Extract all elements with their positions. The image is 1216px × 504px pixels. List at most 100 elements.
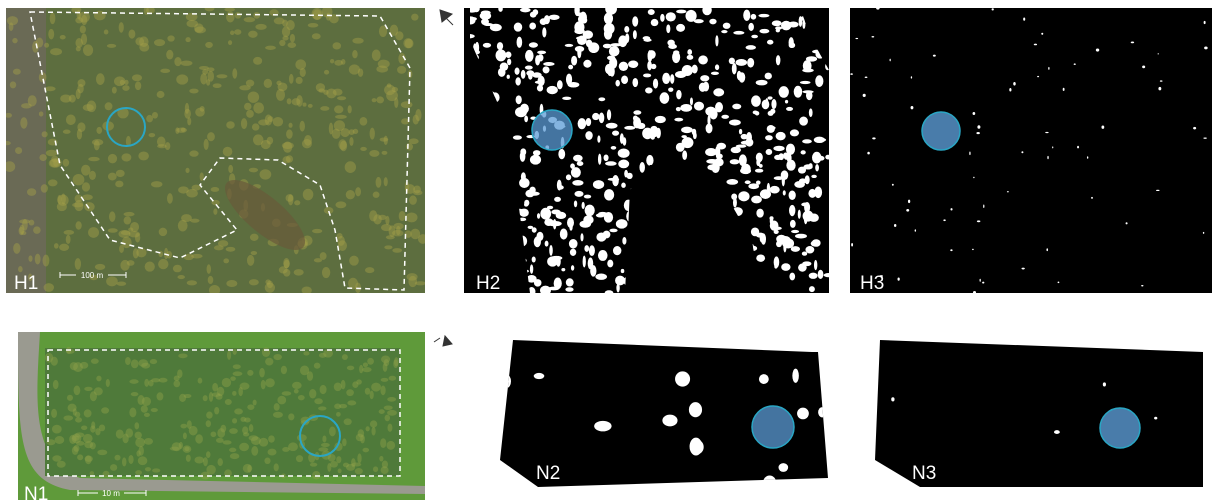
texture xyxy=(342,438,346,446)
texture xyxy=(274,403,280,411)
texture xyxy=(21,231,26,235)
texture xyxy=(81,425,87,430)
texture xyxy=(294,269,304,276)
texture xyxy=(29,220,35,226)
texture xyxy=(386,90,398,101)
texture xyxy=(225,399,232,405)
blob xyxy=(566,174,571,180)
texture xyxy=(314,398,323,404)
blob xyxy=(982,282,984,284)
blob xyxy=(804,202,810,213)
texture xyxy=(279,266,288,273)
texture xyxy=(206,465,215,475)
blob xyxy=(824,273,834,277)
texture xyxy=(294,200,300,205)
texture xyxy=(112,87,117,94)
texture xyxy=(158,259,168,269)
blob xyxy=(1063,88,1065,91)
blob xyxy=(814,186,822,198)
texture xyxy=(50,12,56,24)
texture xyxy=(13,243,20,254)
texture xyxy=(273,117,283,126)
blob xyxy=(676,24,685,32)
blob xyxy=(1021,268,1024,270)
blob xyxy=(554,197,561,202)
texture xyxy=(95,428,100,435)
blob xyxy=(608,70,613,76)
texture xyxy=(322,435,326,442)
blob xyxy=(774,230,779,234)
blob xyxy=(621,269,625,273)
h2-background xyxy=(464,8,829,293)
blob xyxy=(765,135,773,140)
blob xyxy=(1154,417,1157,420)
blob xyxy=(992,8,994,10)
texture xyxy=(411,14,418,21)
texture xyxy=(106,276,118,286)
blob xyxy=(751,14,757,20)
blob xyxy=(891,397,894,401)
texture xyxy=(205,42,213,48)
texture xyxy=(150,359,157,364)
texture xyxy=(214,407,219,414)
blob xyxy=(529,187,535,194)
texture xyxy=(173,265,182,272)
panel-label: H3 xyxy=(860,273,884,294)
blob xyxy=(1074,63,1076,65)
blob xyxy=(1204,21,1206,24)
texture xyxy=(369,210,377,221)
texture xyxy=(157,91,165,98)
blob xyxy=(1047,156,1048,159)
blob xyxy=(548,220,558,226)
texture xyxy=(46,150,58,157)
texture xyxy=(167,35,174,41)
texture xyxy=(226,12,235,23)
texture xyxy=(242,426,248,434)
texture xyxy=(55,436,65,444)
texture xyxy=(224,7,235,11)
blob xyxy=(498,6,503,12)
blob xyxy=(557,80,563,89)
blob xyxy=(579,12,587,24)
texture xyxy=(347,366,354,371)
texture xyxy=(229,428,238,434)
texture xyxy=(4,161,15,172)
blob xyxy=(1023,17,1025,20)
blob xyxy=(530,12,537,18)
texture xyxy=(204,139,209,150)
blob xyxy=(519,209,529,217)
blob xyxy=(583,60,591,68)
blob xyxy=(549,245,553,256)
blob xyxy=(611,146,617,150)
texture xyxy=(41,184,48,193)
north-arrow xyxy=(434,336,452,346)
texture xyxy=(194,456,204,463)
blob xyxy=(497,42,503,50)
texture xyxy=(59,244,69,251)
blob xyxy=(521,70,526,79)
blob xyxy=(739,129,742,135)
texture xyxy=(333,42,342,49)
texture xyxy=(90,425,95,432)
blob xyxy=(915,229,916,232)
texture xyxy=(209,285,220,296)
texture xyxy=(334,105,343,113)
texture xyxy=(223,147,233,157)
blob xyxy=(615,80,619,87)
texture xyxy=(189,89,198,94)
blob xyxy=(676,107,681,111)
blob xyxy=(770,109,775,114)
texture xyxy=(249,435,259,441)
blob xyxy=(713,88,724,96)
blob xyxy=(674,118,683,122)
texture xyxy=(388,424,393,432)
blob xyxy=(709,19,716,25)
blob xyxy=(715,102,723,112)
blob xyxy=(850,73,853,75)
texture xyxy=(381,378,389,382)
blob xyxy=(556,212,567,219)
blob xyxy=(639,162,645,173)
texture xyxy=(372,49,381,60)
texture xyxy=(44,43,49,48)
texture xyxy=(259,438,268,447)
